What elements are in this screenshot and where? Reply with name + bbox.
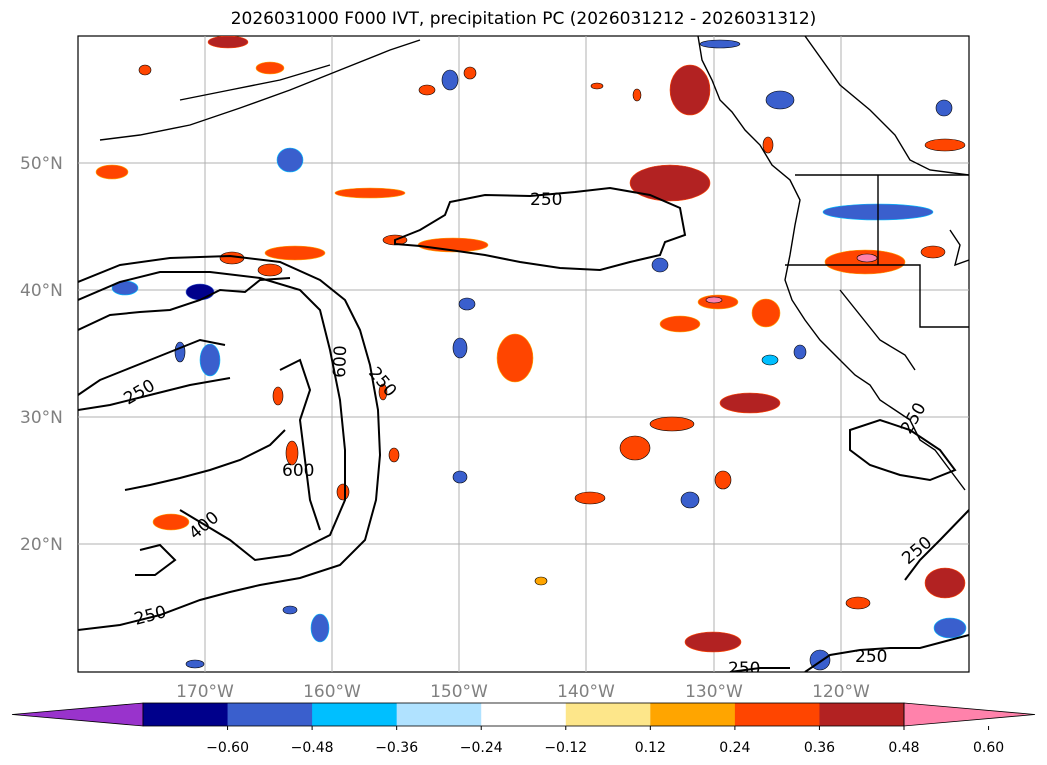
contour-label: 250 bbox=[530, 190, 562, 210]
ivt-contours bbox=[78, 186, 969, 672]
colorbar-segment bbox=[565, 703, 651, 726]
colorbar-segment bbox=[819, 703, 905, 726]
contour-label: 250 bbox=[855, 647, 887, 667]
colorbar-segment bbox=[312, 703, 398, 726]
colorbar-tick-label: −0.36 bbox=[375, 740, 418, 756]
colorbar-tick-label: −0.48 bbox=[291, 740, 334, 756]
colorbar-tick-label: 0.48 bbox=[888, 740, 919, 756]
lat-label: 30°N bbox=[20, 408, 63, 428]
colorbar-segment bbox=[143, 703, 229, 726]
colorbar-extend-min bbox=[11, 702, 144, 727]
map-title: 2026031000 F000 IVT, precipitation PC (2… bbox=[230, 9, 817, 29]
precip-blobs bbox=[95, 36, 967, 671]
coastlines bbox=[99, 36, 969, 491]
colorbar-tick-label: −0.60 bbox=[206, 740, 249, 756]
lon-label: 120°W bbox=[812, 682, 870, 702]
colorbar-tick-label: 0.24 bbox=[719, 740, 750, 756]
lat-label: 20°N bbox=[20, 535, 63, 555]
lon-label: 150°W bbox=[430, 682, 488, 702]
colorbar-tick-label: −0.24 bbox=[460, 740, 503, 756]
colorbar-segment bbox=[734, 703, 820, 726]
colorbar-tick-label: 0.60 bbox=[973, 740, 1004, 756]
colorbar: −0.60 −0.48 −0.36 −0.24 −0.12 0.12 0.24 0.36 0.4… bbox=[11, 702, 1036, 756]
colorbar-tick-label: 0.36 bbox=[804, 740, 835, 756]
colorbar-outline bbox=[142, 702, 905, 727]
contour-label: 600 bbox=[330, 345, 351, 378]
lon-labels: 170°W 160°W 150°W 140°W 130°W 120°W bbox=[176, 682, 870, 702]
lat-label: 40°N bbox=[20, 281, 63, 301]
colorbar-extend-max bbox=[903, 702, 1036, 727]
contour-label: 250 bbox=[728, 659, 760, 679]
lon-label: 160°W bbox=[303, 682, 361, 702]
lon-label: 170°W bbox=[176, 682, 234, 702]
colorbar-segment bbox=[227, 703, 313, 726]
colorbar-segment bbox=[650, 703, 736, 726]
lon-label: 130°W bbox=[685, 682, 743, 702]
lon-label: 140°W bbox=[557, 682, 615, 702]
colorbar-segment bbox=[481, 703, 567, 726]
colorbar-tick-label: 0.12 bbox=[635, 740, 666, 756]
contour-label: 600 bbox=[282, 461, 314, 481]
colorbar-segment bbox=[396, 703, 482, 726]
lat-label: 50°N bbox=[20, 154, 63, 174]
colorbar-tick-label: −0.12 bbox=[544, 740, 587, 756]
lat-labels: 50°N 40°N 30°N 20°N bbox=[20, 154, 63, 555]
